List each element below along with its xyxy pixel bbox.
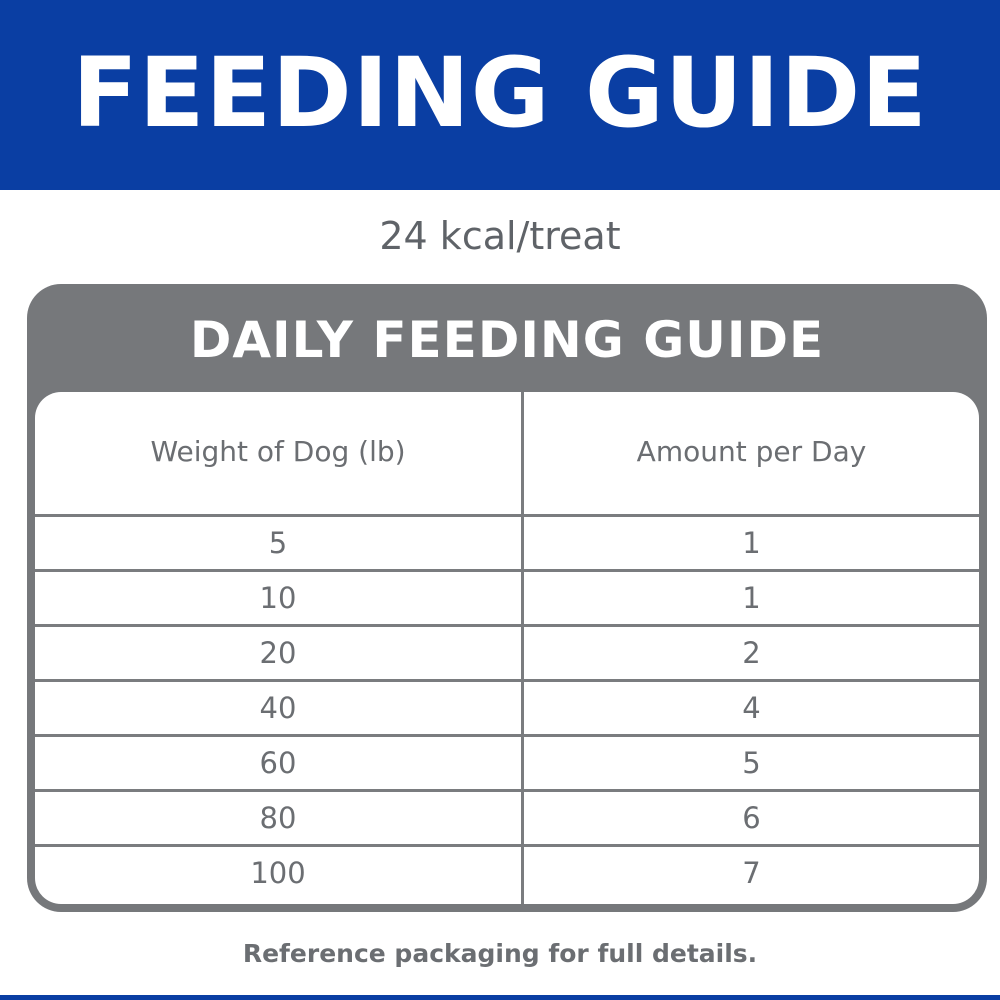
column-header-weight: Weight of Dog (lb) [150, 435, 406, 468]
feeding-table: Weight of Dog (lb) Amount per Day 5 1 10… [35, 392, 979, 904]
column-divider [521, 392, 524, 904]
table-row: 100 7 [35, 847, 979, 899]
amount-cell: 6 [742, 801, 761, 835]
table-row: 40 4 [35, 682, 979, 737]
table-row: 10 1 [35, 572, 979, 627]
amount-cell: 5 [742, 746, 761, 780]
table-row: 80 6 [35, 792, 979, 847]
table-row: 60 5 [35, 737, 979, 792]
calorie-subtitle: 24 kcal/treat [379, 214, 621, 258]
amount-cell: 4 [742, 691, 761, 725]
footnote: Reference packaging for full details. [242, 939, 758, 968]
weight-cell: 100 [250, 856, 306, 890]
table-body: 5 1 10 1 20 2 40 4 60 5 80 6 [35, 517, 979, 899]
table-row: 20 2 [35, 627, 979, 682]
table-header-row: Weight of Dog (lb) Amount per Day [35, 392, 979, 517]
amount-cell: 7 [742, 856, 761, 890]
amount-cell: 2 [742, 636, 761, 670]
weight-cell: 10 [259, 581, 297, 615]
amount-cell: 1 [742, 581, 761, 615]
weight-cell: 80 [259, 801, 297, 835]
page-title: FEEDING GUIDE [72, 37, 928, 149]
header-banner: FEEDING GUIDE [0, 0, 1000, 190]
table-row: 5 1 [35, 517, 979, 572]
weight-cell: 20 [259, 636, 297, 670]
feeding-guide-card: DAILY FEEDING GUIDE Weight of Dog (lb) A… [27, 284, 987, 912]
bottom-accent-line [0, 995, 1000, 1000]
weight-cell: 60 [259, 746, 297, 780]
card-title: DAILY FEEDING GUIDE [189, 311, 825, 369]
weight-cell: 5 [268, 526, 288, 560]
weight-cell: 40 [259, 691, 297, 725]
column-header-amount: Amount per Day [636, 435, 867, 468]
amount-cell: 1 [742, 526, 761, 560]
